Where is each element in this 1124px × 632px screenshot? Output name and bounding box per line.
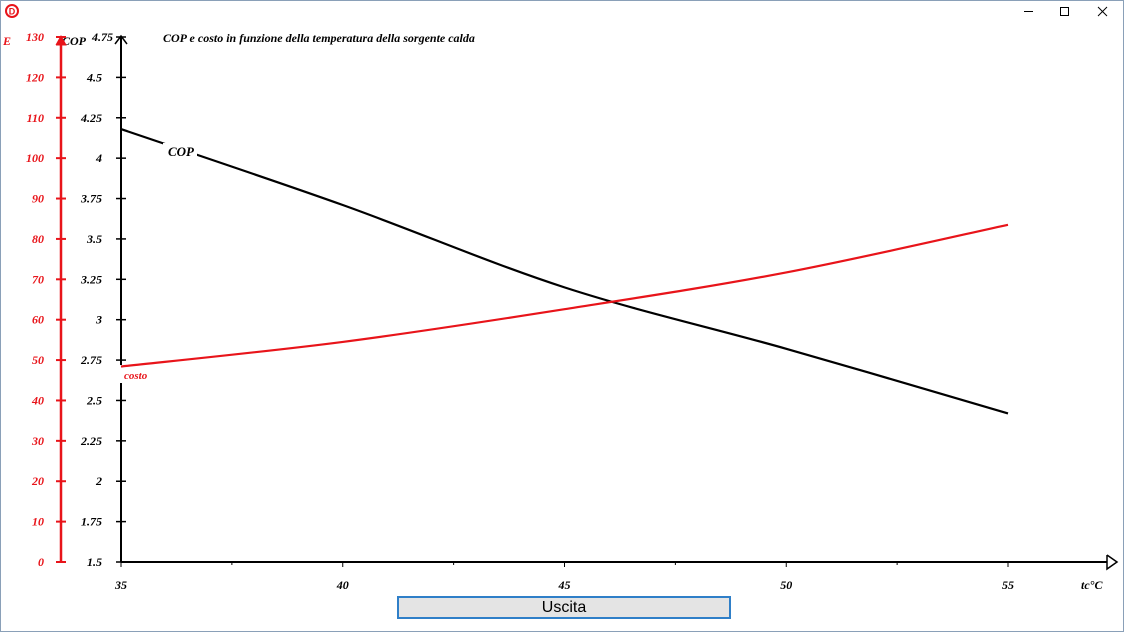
cop-axis-tick-label: 1.5 — [87, 555, 102, 569]
cop-axis-tick-label: 3 — [95, 313, 102, 327]
e-axis-ticks: 0 10 20 30 40 50 60 70 80 90 100 110 120 130 — [26, 30, 66, 569]
x-axis-label: tc°C — [1081, 578, 1103, 592]
e-axis-tick-label: 120 — [26, 70, 44, 84]
cop-axis-tick-label: 4.25 — [80, 111, 102, 125]
x-axis-tick-label: 55 — [1002, 578, 1014, 592]
close-icon[interactable] — [1084, 1, 1120, 21]
e-axis-label: E — [2, 34, 11, 48]
x-axis-arrow — [1106, 554, 1119, 571]
minimize-icon[interactable] — [1010, 1, 1046, 21]
maximize-icon[interactable] — [1046, 1, 1082, 21]
e-axis-tick-label: 40 — [31, 393, 44, 407]
e-axis-arrow — [55, 34, 67, 46]
e-axis-tick-label: 130 — [26, 30, 44, 44]
series-label-cop: COP — [168, 144, 195, 159]
e-axis-tick-label: 70 — [32, 272, 44, 286]
series-label-bg — [163, 143, 197, 159]
cop-axis-arrow — [114, 34, 128, 45]
x-axis-tick-label: 50 — [780, 578, 792, 592]
e-axis-tick-label: 60 — [32, 313, 44, 327]
cop-axis-ticks: 1.5 1.75 2 2.25 2.5 2.75 3 3.25 3.5 3.75 4 4.25 4.5 4… — [80, 30, 126, 569]
cop-axis-tick-label: 4.5 — [86, 70, 102, 84]
series-labels: COP costo — [124, 143, 197, 382]
cop-axis-tick-label: 2.75 — [80, 353, 102, 367]
app-icon: D — [5, 4, 19, 18]
exit-button[interactable]: Uscita — [397, 596, 731, 619]
e-axis-tick-label: 10 — [32, 515, 44, 529]
title-bar: D — [0, 0, 1124, 22]
app-icon-letter: D — [9, 7, 16, 17]
cop-axis-tick-label: 2 — [95, 474, 102, 488]
series-lines — [120, 128, 1009, 415]
e-axis-tick-label: 100 — [26, 151, 44, 165]
e-axis-tick-label: 110 — [27, 111, 44, 125]
e-axis-tick-label: 80 — [32, 232, 44, 246]
e-axis-tick-label: 20 — [31, 474, 44, 488]
x-axis-tick-label: 45 — [558, 578, 571, 592]
x-axis-tick-label: 35 — [114, 578, 127, 592]
x-axis-ticks: 35 40 45 50 55 — [114, 562, 1014, 592]
series-label-costo: costo — [124, 370, 148, 382]
chart-title: COP e costo in funzione della temperatur… — [163, 31, 475, 45]
x-axis-tick-label: 40 — [336, 578, 349, 592]
cop-axis-tick-label: 2.25 — [80, 434, 102, 448]
cop-axis-tick-label: 3.75 — [80, 192, 102, 206]
series-line-costo — [120, 223, 1009, 368]
e-axis-tick-label: 90 — [32, 192, 44, 206]
e-axis-tick-label: 0 — [38, 555, 44, 569]
cop-axis-tick-label: 3.5 — [86, 232, 102, 246]
cop-axis-tick-label: 3.25 — [80, 272, 102, 286]
cop-axis-tick-label: 4.75 — [91, 30, 113, 44]
cop-axis-tick-label: 4 — [95, 151, 102, 165]
cop-axis-tick-label: 2.5 — [86, 393, 102, 407]
cop-axis-label: COP — [62, 34, 87, 48]
axes — [55, 34, 1119, 571]
e-axis-tick-label: 30 — [31, 434, 44, 448]
series-line-cop — [120, 128, 1009, 415]
cop-axis-tick-label: 1.75 — [81, 515, 102, 529]
e-axis-tick-label: 50 — [32, 353, 44, 367]
